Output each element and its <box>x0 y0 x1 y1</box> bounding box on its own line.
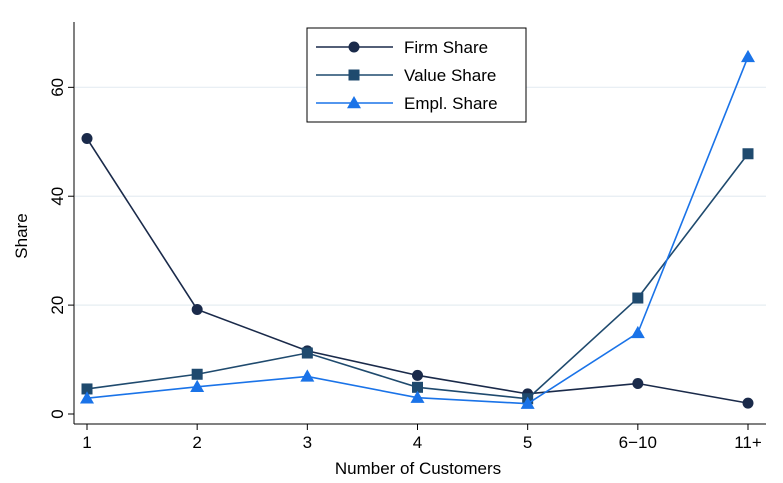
data-point <box>412 381 423 393</box>
data-point <box>347 96 361 109</box>
data-point <box>741 49 755 63</box>
data-point <box>412 369 423 381</box>
y-tick-label: 20 <box>48 296 67 315</box>
legend-entry: Firm Share <box>316 38 488 57</box>
data-point <box>190 379 205 393</box>
data-point <box>410 390 425 403</box>
data-point <box>301 347 313 359</box>
data-point <box>80 391 94 404</box>
data-point <box>520 396 535 409</box>
data-point <box>348 69 360 81</box>
legend-label: Firm Share <box>404 38 488 57</box>
x-tick-label: 6−10 <box>619 433 657 452</box>
data-point <box>630 325 645 339</box>
x-tick-label: 4 <box>413 433 422 452</box>
x-tick-label: 2 <box>192 433 201 452</box>
series-line <box>86 153 749 400</box>
series-circle <box>81 133 754 409</box>
x-axis-label: Number of Customers <box>335 459 501 478</box>
series-triangle <box>80 49 755 409</box>
legend-entry: Value Share <box>316 66 496 85</box>
data-point <box>81 133 93 145</box>
y-tick-label: 40 <box>48 187 67 206</box>
data-point <box>191 303 203 315</box>
series-line <box>86 138 749 404</box>
data-point <box>348 41 360 53</box>
data-point <box>191 368 203 380</box>
legend-entry: Empl. Share <box>316 94 498 113</box>
legend-label: Empl. Share <box>404 94 498 113</box>
legend-label: Value Share <box>404 66 496 85</box>
y-tick-label: 60 <box>48 78 67 97</box>
data-point <box>300 369 315 382</box>
x-tick-label: 5 <box>523 433 532 452</box>
x-tick-label: 1 <box>82 433 91 452</box>
y-axis-ticks: 0 20 40 60 <box>48 78 74 419</box>
x-tick-label: 3 <box>303 433 312 452</box>
legend: Firm Share Value Share Empl. Share <box>306 27 527 123</box>
x-axis-ticks: 1 2 3 4 5 6−10 11+ <box>82 424 762 452</box>
data-point <box>742 148 754 160</box>
series-square <box>81 148 754 405</box>
x-tick-label: 11+ <box>734 433 762 452</box>
data-point <box>742 397 754 409</box>
data-point <box>81 383 93 395</box>
y-tick-label: 0 <box>48 409 67 418</box>
data-point <box>632 378 644 390</box>
y-axis-label: Share <box>12 213 31 258</box>
data-point <box>632 292 644 304</box>
series-group <box>80 49 755 409</box>
